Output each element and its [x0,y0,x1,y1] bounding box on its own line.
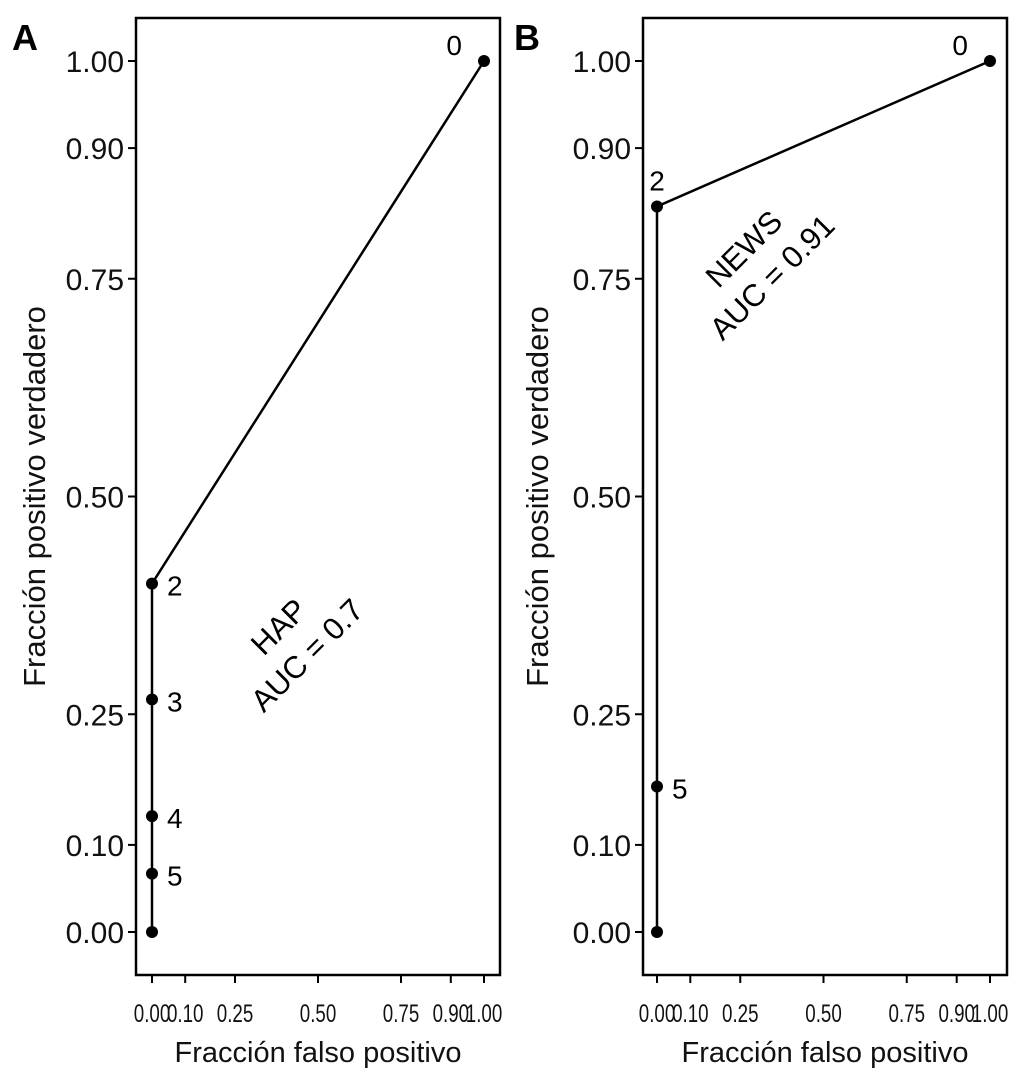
y-tick-label: 0.90 [66,133,124,166]
x-tick-label: 0.25 [722,999,758,1027]
point-label: 4 [167,803,183,834]
x-tick-label: 0.50 [300,999,336,1027]
x-tick-label: 1.00 [972,999,1008,1027]
data-point [146,867,158,880]
y-tick-label: 0.00 [573,917,631,950]
plot-frame [641,16,1009,977]
x-axis-title: Fracción falso positivo [682,1037,969,1069]
y-tick-label: 0.50 [66,482,124,515]
data-point [984,55,996,67]
data-point [651,780,663,793]
point-label: 0 [952,30,968,61]
point-label: 2 [167,571,183,602]
panel-b: B0.000.100.250.500.750.901.000.000.10 0.2… [514,16,1009,1069]
y-tick-label: 0.10 [573,830,631,863]
y-tick-label: 0.75 [573,264,631,297]
x-tick-label: 0.50 [805,999,841,1027]
roc-curve [150,60,486,932]
y-tick-label: 0.25 [66,699,124,732]
data-point [146,577,158,590]
panel-a: A0.000.100.250.500.750.901.000.000.10 0.2… [12,16,502,1069]
y-tick-label: 0.75 [66,264,124,297]
x-tick-label: 0.75 [889,999,925,1027]
x-tick-label: 0.75 [383,999,419,1027]
x-tick-label: 0.00 [134,999,170,1027]
data-point [478,55,490,67]
roc-curve [655,59,991,932]
x-tick-label: 0.25 [217,999,253,1027]
data-point [651,926,663,938]
y-tick-label: 1.00 [573,46,631,79]
y-tick-label: 0.50 [573,482,631,515]
x-tick-label: 0.90 [938,999,974,1027]
point-label: 2 [649,165,665,196]
data-point [146,693,158,706]
y-axis-title: Fracción positivo verdadero [17,306,52,687]
x-tick-label: 0.90 [433,999,469,1027]
y-tick-label: 0.25 [573,699,631,732]
panel-label: A [12,17,38,58]
y-tick-label: 0.00 [66,917,124,950]
point-label: 0 [446,30,462,61]
data-point [146,926,158,938]
point-label: 3 [167,686,183,717]
point-label: 5 [167,861,183,892]
panel-label: B [514,17,540,58]
x-tick-label: 0.10 [167,999,203,1027]
y-axis-title: Fracción positivo verdadero [520,306,555,687]
x-axis-title: Fracción falso positivo [175,1037,462,1069]
data-point [146,810,158,823]
x-tick-label: 0.00 [639,999,675,1027]
point-label: 5 [672,774,688,805]
x-tick-label: 1.00 [466,999,502,1027]
y-tick-label: 0.10 [66,830,124,863]
data-point [651,200,663,213]
x-tick-label: 0.10 [672,999,708,1027]
plot-frame [134,16,502,977]
y-tick-label: 0.90 [573,133,631,166]
y-tick-label: 1.00 [66,46,124,79]
